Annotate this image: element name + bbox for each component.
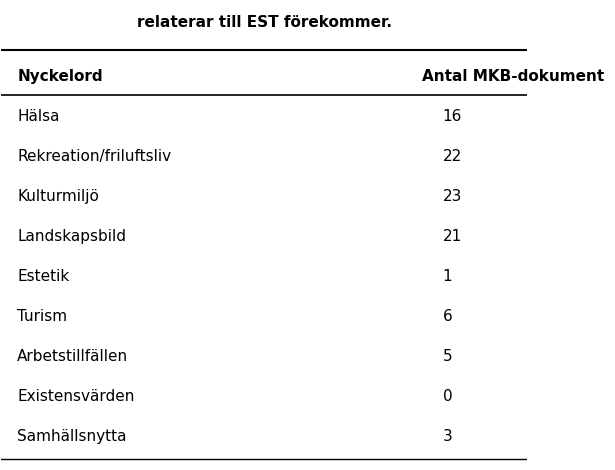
Text: Hälsa: Hälsa bbox=[17, 109, 60, 124]
Text: 0: 0 bbox=[443, 389, 452, 404]
Text: Landskapsbild: Landskapsbild bbox=[17, 229, 126, 244]
Text: Nyckelord: Nyckelord bbox=[17, 69, 103, 84]
Text: Antal MKB-dokument: Antal MKB-dokument bbox=[422, 69, 604, 84]
Text: Samhällsnytta: Samhällsnytta bbox=[17, 429, 127, 444]
Text: Estetik: Estetik bbox=[17, 269, 69, 284]
Text: Existensvärden: Existensvärden bbox=[17, 389, 135, 404]
Text: Rekreation/friluftsliv: Rekreation/friluftsliv bbox=[17, 149, 171, 164]
Text: relaterar till EST förekommer.: relaterar till EST förekommer. bbox=[137, 16, 392, 31]
Text: 21: 21 bbox=[443, 229, 462, 244]
Text: 3: 3 bbox=[443, 429, 453, 444]
Text: 1: 1 bbox=[443, 269, 452, 284]
Text: 16: 16 bbox=[443, 109, 462, 124]
Text: 22: 22 bbox=[443, 149, 462, 164]
Text: 6: 6 bbox=[443, 309, 453, 324]
Text: 23: 23 bbox=[443, 189, 462, 204]
Text: 5: 5 bbox=[443, 349, 452, 364]
Text: Arbetstillfällen: Arbetstillfällen bbox=[17, 349, 129, 364]
Text: Turism: Turism bbox=[17, 309, 67, 324]
Text: Kulturmiljö: Kulturmiljö bbox=[17, 189, 99, 204]
